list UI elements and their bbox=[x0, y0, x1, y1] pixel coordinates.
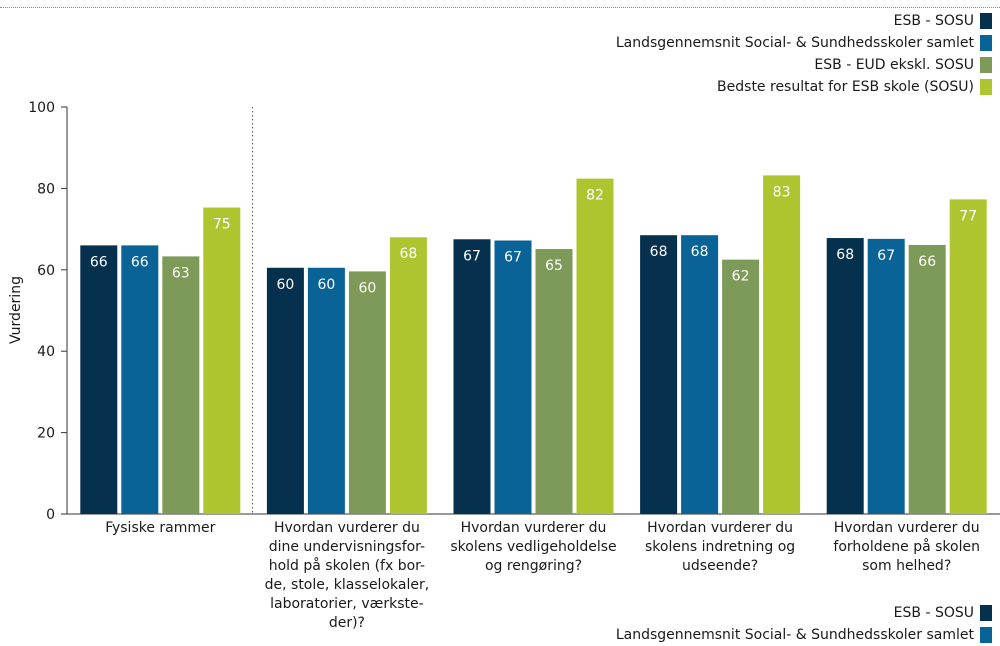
bar bbox=[867, 238, 905, 515]
category-label: som helhed? bbox=[862, 558, 951, 574]
category-label: Hvordan vurderer du bbox=[274, 520, 420, 536]
bar bbox=[307, 267, 345, 514]
bar bbox=[681, 235, 719, 514]
bar bbox=[722, 259, 760, 514]
bar-value-label: 60 bbox=[276, 277, 294, 293]
legend-label: Bedste resultat for ESB skole (SOSU) bbox=[717, 79, 974, 95]
bar bbox=[576, 178, 614, 514]
bar-value-label: 66 bbox=[131, 254, 149, 270]
bar-value-label: 67 bbox=[877, 248, 895, 264]
bar-value-label: 68 bbox=[650, 244, 668, 260]
chart-legend: ESB - SOSU Landsgennemsnit Social- & Sund… bbox=[292, 10, 992, 98]
bar bbox=[535, 249, 573, 514]
bar bbox=[266, 267, 304, 514]
y-tick-label: 20 bbox=[37, 426, 55, 442]
bar bbox=[949, 199, 987, 514]
legend-label: ESB - EUD ekskl. SOSU bbox=[814, 57, 974, 73]
category-label: udseende? bbox=[682, 558, 758, 574]
category-label: der)? bbox=[329, 615, 365, 631]
bar-value-label: 66 bbox=[90, 254, 108, 270]
bar bbox=[826, 238, 864, 514]
legend-swatch bbox=[980, 79, 992, 95]
category-label: Hvordan vurderer du bbox=[461, 520, 607, 536]
legend-repeat-item: ESB - SOSU bbox=[292, 602, 992, 624]
bar-value-label: 67 bbox=[504, 249, 522, 265]
bar-value-label: 60 bbox=[358, 280, 376, 296]
category-label: Fysiske rammer bbox=[105, 520, 215, 536]
legend-repeat-label: ESB - SOSU bbox=[893, 605, 974, 621]
legend-item: ESB - EUD ekskl. SOSU bbox=[292, 54, 992, 76]
bar-value-label: 83 bbox=[773, 184, 791, 200]
bar-value-label: 82 bbox=[586, 188, 604, 204]
bar-value-label: 68 bbox=[691, 244, 709, 260]
category-label: skolens indretning og bbox=[645, 539, 795, 555]
bar bbox=[763, 175, 801, 514]
legend-item: Landsgennemsnit Social- & Sundhedsskoler… bbox=[292, 32, 992, 54]
legend-item: ESB - SOSU bbox=[292, 10, 992, 32]
bar-value-label: 62 bbox=[732, 269, 750, 285]
bar-value-label: 60 bbox=[317, 277, 335, 293]
bar-value-label: 66 bbox=[918, 254, 936, 270]
bar bbox=[453, 239, 491, 514]
bar-value-label: 68 bbox=[836, 247, 854, 263]
y-tick-label: 60 bbox=[37, 263, 55, 279]
bar bbox=[203, 207, 241, 515]
y-axis-label: Vurdering bbox=[8, 276, 24, 344]
bar-value-label: 65 bbox=[545, 258, 563, 274]
bar bbox=[80, 245, 118, 514]
bar bbox=[908, 244, 946, 514]
legend-swatch bbox=[980, 57, 992, 73]
bar bbox=[121, 245, 159, 514]
bar-value-label: 63 bbox=[172, 265, 190, 281]
chart-bars: 66 66 63 75 60 60 60 68 67 67 65 82 68 68 62 83 68 67 66 77 bbox=[80, 175, 987, 515]
legend-item: Bedste resultat for ESB skole (SOSU) bbox=[292, 76, 992, 98]
category-label: forholdene på skolen bbox=[833, 538, 980, 555]
bar bbox=[389, 237, 427, 515]
bar bbox=[348, 271, 386, 514]
y-tick-label: 0 bbox=[46, 507, 55, 523]
legend-label: ESB - SOSU bbox=[893, 13, 974, 29]
bar-value-label: 67 bbox=[463, 248, 481, 264]
category-label: skolens vedligeholdelse bbox=[450, 539, 616, 555]
bar-value-label: 68 bbox=[399, 246, 417, 262]
bar-value-label: 77 bbox=[959, 208, 977, 224]
category-label: laboratorier, værkste- bbox=[270, 596, 424, 612]
bar bbox=[494, 240, 532, 514]
legend-label: Landsgennemsnit Social- & Sundhedsskoler… bbox=[615, 35, 974, 51]
category-label: hold på skolen (fx bor- bbox=[269, 557, 425, 574]
legend-swatch bbox=[980, 35, 992, 51]
bar bbox=[162, 256, 200, 514]
category-label: og rengøring? bbox=[485, 558, 582, 574]
legend-swatch bbox=[980, 13, 992, 29]
bar bbox=[640, 235, 678, 514]
category-label: dine undervisningsfor- bbox=[269, 539, 425, 555]
y-tick-label: 80 bbox=[37, 181, 55, 197]
category-label: Hvordan vurderer du bbox=[834, 520, 980, 536]
category-label: de, stole, klasselokaler, bbox=[265, 577, 430, 593]
category-labels: Fysiske rammer Hvordan vurderer du dine un… bbox=[105, 520, 980, 631]
y-tick-label: 40 bbox=[37, 344, 55, 360]
legend-repeat-swatch bbox=[980, 605, 992, 621]
bar-value-label: 75 bbox=[213, 217, 231, 233]
category-label: Hvordan vurderer du bbox=[647, 520, 793, 536]
top-dotted-rule bbox=[0, 7, 1000, 8]
y-tick-label: 100 bbox=[28, 100, 55, 116]
